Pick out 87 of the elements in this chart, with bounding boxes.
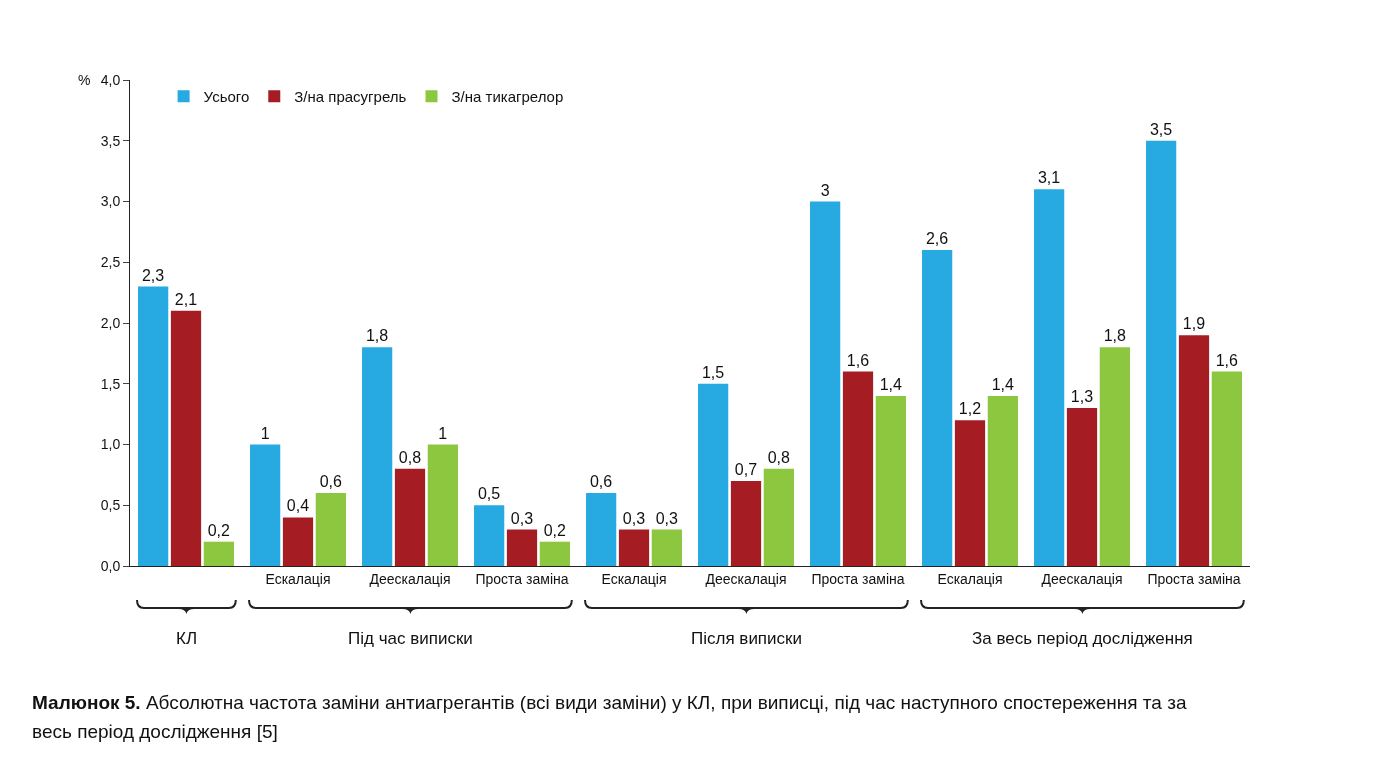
data-label: 2,3 xyxy=(141,266,165,284)
bar xyxy=(1146,140,1177,566)
data-label: 1 xyxy=(438,424,448,442)
y-tick-label: 2,0 xyxy=(100,314,121,331)
bar xyxy=(250,444,281,566)
data-label: 0,5 xyxy=(477,485,501,503)
bar xyxy=(170,310,202,566)
data-label: 1,4 xyxy=(879,375,903,393)
bar xyxy=(394,468,426,566)
x-tick-label: Проста заміна xyxy=(1147,570,1241,587)
data-label: 1,4 xyxy=(991,375,1015,393)
bar xyxy=(427,444,458,566)
data-label: 1,6 xyxy=(1215,351,1239,369)
data-label: 2,6 xyxy=(925,230,949,248)
y-tick-label: 3,0 xyxy=(100,193,121,210)
data-label: 1,3 xyxy=(1070,388,1094,406)
x-tick-label: Деескалація xyxy=(369,570,451,587)
y-axis-title: % xyxy=(78,72,91,88)
x-tick-label: Проста заміна xyxy=(475,570,569,587)
y-tick-label: 0,0 xyxy=(100,557,121,574)
text: Малюнок 5. Абсолютна частота заміни антиагрегантів (всі види заміни) у КЛ, при виписці, під час наступного спостереження та за весь період дослідження [5] xyxy=(32,692,1187,742)
legend-label: З/на прасугрель xyxy=(294,88,407,106)
y-tick-label: 3,5 xyxy=(100,132,121,149)
data-label: 1,6 xyxy=(846,351,870,369)
data-label: 0,2 xyxy=(543,521,567,539)
text: За весь період дослідження xyxy=(972,629,1193,648)
text: КЛ xyxy=(176,629,198,648)
bar xyxy=(730,480,762,566)
data-label: 0,7 xyxy=(734,460,758,478)
data-label: 1,8 xyxy=(1103,327,1127,345)
bar xyxy=(763,468,794,566)
x-tick-label: Проста заміна xyxy=(811,570,905,587)
data-label: 0,3 xyxy=(510,509,534,527)
data-label: 1,2 xyxy=(958,400,982,418)
data-label: 3,5 xyxy=(1149,120,1173,138)
legend-label: Усього xyxy=(203,88,250,106)
bar xyxy=(362,347,393,566)
bar xyxy=(875,395,906,566)
bar xyxy=(618,529,650,566)
data-label: 1 xyxy=(260,424,270,442)
data-label: 0,3 xyxy=(622,509,646,527)
y-tick-label: 1,5 xyxy=(100,375,121,392)
data-label: 3 xyxy=(820,181,830,199)
bar xyxy=(1178,335,1210,566)
bar xyxy=(810,201,841,566)
bar xyxy=(1066,408,1098,566)
data-label: 0,8 xyxy=(398,448,422,466)
text: Після виписки xyxy=(691,629,803,648)
data-label: 3,1 xyxy=(1037,169,1061,187)
x-tick-label: Ескалація xyxy=(265,570,331,587)
bar xyxy=(1034,189,1065,566)
data-label: 1,8 xyxy=(365,327,389,345)
text: Під час виписки xyxy=(348,629,473,648)
bar xyxy=(282,517,314,566)
bar xyxy=(1099,347,1130,566)
data-label: 1,5 xyxy=(701,363,725,381)
x-tick-label: Ескалація xyxy=(601,570,667,587)
bar xyxy=(842,371,874,566)
bar xyxy=(474,505,505,566)
y-tick-label: 4,0 xyxy=(100,71,121,88)
x-tick-label: Деескалація xyxy=(1041,570,1123,587)
y-tick-label: 0,5 xyxy=(100,497,121,514)
y-tick-label: 1,0 xyxy=(100,436,121,453)
data-label: 2,1 xyxy=(174,290,198,308)
y-tick-label: 2,5 xyxy=(100,254,121,271)
bar xyxy=(987,395,1018,566)
bar xyxy=(138,286,169,566)
data-label: 0,3 xyxy=(655,509,679,527)
bar xyxy=(539,541,570,566)
bar xyxy=(1211,371,1242,566)
bar xyxy=(651,529,682,566)
bar xyxy=(586,493,617,566)
legend-label: З/на тикагрелор xyxy=(451,88,564,106)
data-label: 0,6 xyxy=(589,473,613,491)
data-label: 1,9 xyxy=(1182,315,1206,333)
data-label: 0,4 xyxy=(286,497,310,515)
bar xyxy=(315,493,346,566)
data-label: 0,2 xyxy=(207,521,231,539)
bar xyxy=(698,383,729,566)
bar xyxy=(954,420,986,566)
bar xyxy=(203,541,234,566)
bar xyxy=(922,250,953,566)
x-tick-label: Деескалація xyxy=(705,570,787,587)
data-label: 0,6 xyxy=(319,473,343,491)
data-label: 0,8 xyxy=(767,448,791,466)
x-tick-label: Ескалація xyxy=(937,570,1003,587)
bar xyxy=(506,529,538,566)
